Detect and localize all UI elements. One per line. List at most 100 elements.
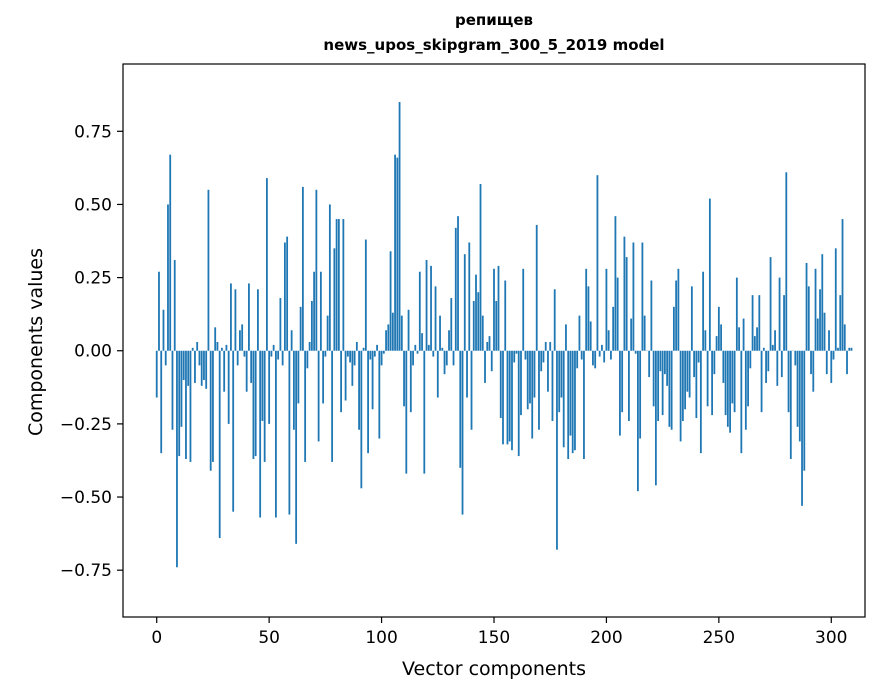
bar-243: [702, 271, 705, 351]
bar-187: [576, 350, 579, 369]
bar-200: [605, 268, 608, 351]
bar-153: [499, 350, 502, 419]
bar-235: [684, 350, 687, 410]
bar-18: [196, 341, 199, 351]
bar-189: [580, 350, 583, 360]
ticks-group: 0 50 100 150 200 250 300 −0.75 −0.50 −0.25 0.00 0.2…: [60, 122, 848, 648]
bar-204: [614, 216, 617, 351]
bar-15: [189, 350, 192, 462]
bar-289: [805, 262, 808, 351]
bar-27: [216, 341, 219, 351]
bar-176: [551, 350, 554, 421]
bar-182: [565, 324, 567, 351]
bar-148: [488, 336, 491, 351]
bar-140: [470, 350, 473, 430]
bar-199: [603, 350, 606, 363]
bar-62: [295, 350, 298, 544]
bar-185: [571, 350, 574, 454]
bar-241: [697, 350, 700, 363]
y-axis-label: Components values: [25, 247, 47, 437]
bar-82: [340, 350, 342, 413]
bar-22: [205, 350, 208, 389]
bar-219: [648, 350, 651, 378]
bar-93: [364, 239, 367, 351]
bar-65: [301, 186, 304, 351]
bar-56: [281, 350, 284, 366]
bar-112: [407, 309, 410, 351]
bar-212: [632, 242, 635, 351]
bar-48: [263, 350, 266, 462]
bar-205: [616, 277, 619, 351]
bar-285: [796, 350, 799, 427]
bar-188: [578, 315, 581, 351]
bar-24: [209, 350, 212, 471]
y-tick-label: −0.50: [60, 488, 112, 508]
bar-97: [373, 350, 376, 357]
bar-32: [227, 350, 230, 424]
x-tick-label: 200: [590, 628, 622, 648]
bar-217: [643, 315, 646, 351]
bar-126: [439, 315, 441, 351]
bar-102: [385, 330, 387, 351]
bar-284: [794, 350, 797, 366]
bar-44: [254, 350, 257, 457]
bar-210: [628, 350, 630, 421]
bar-59: [288, 350, 291, 515]
bar-173: [544, 341, 547, 351]
bar-179: [558, 350, 561, 413]
bar-76: [326, 315, 329, 351]
bar-255: [729, 350, 731, 433]
bar-198: [601, 344, 603, 351]
bar-146: [484, 350, 486, 383]
bar-159: [513, 350, 516, 363]
bar-37: [239, 330, 241, 351]
bar-8: [173, 260, 176, 351]
bar-279: [783, 295, 785, 351]
bar-224: [659, 350, 662, 372]
bar-10: [178, 350, 181, 457]
x-axis-label: Vector components: [402, 658, 586, 680]
bar-84: [344, 350, 347, 401]
bar-2: [160, 350, 163, 454]
bar-248: [713, 350, 716, 375]
bar-162: [520, 350, 522, 416]
bar-68: [308, 341, 311, 351]
bar-13: [185, 350, 187, 459]
bar-21: [203, 350, 205, 380]
bar-249: [715, 336, 718, 351]
x-tick-label: 100: [365, 628, 397, 648]
bar-226: [663, 350, 666, 375]
bar-240: [695, 350, 698, 419]
bar-272: [767, 350, 770, 372]
bar-25: [212, 350, 214, 462]
x-tick-label: 250: [703, 628, 735, 648]
y-tick-label: 0.50: [74, 195, 112, 215]
bar-38: [241, 324, 244, 351]
bar-192: [587, 286, 590, 351]
bar-154: [502, 350, 504, 445]
bar-89: [355, 341, 358, 351]
bar-134: [457, 216, 459, 351]
bar-286: [798, 350, 801, 442]
bar-149: [490, 350, 493, 372]
bar-277: [778, 277, 781, 351]
bar-183: [567, 350, 570, 459]
bar-233: [679, 350, 682, 442]
bar-30: [223, 350, 226, 392]
bar-261: [742, 318, 745, 351]
bar-23: [207, 189, 210, 351]
bar-275: [774, 330, 776, 351]
bar-252: [722, 350, 725, 383]
bar-98: [376, 344, 378, 351]
bar-267: [756, 327, 758, 351]
bar-43: [252, 350, 255, 459]
bar-201: [607, 330, 610, 351]
bar-265: [751, 295, 754, 351]
bar-45: [257, 289, 259, 351]
bar-297: [823, 312, 826, 351]
bar-80: [335, 219, 338, 351]
bar-257: [733, 350, 736, 413]
plot-frame: [122, 63, 866, 618]
bar-221: [652, 350, 655, 407]
bar-47: [261, 350, 264, 421]
